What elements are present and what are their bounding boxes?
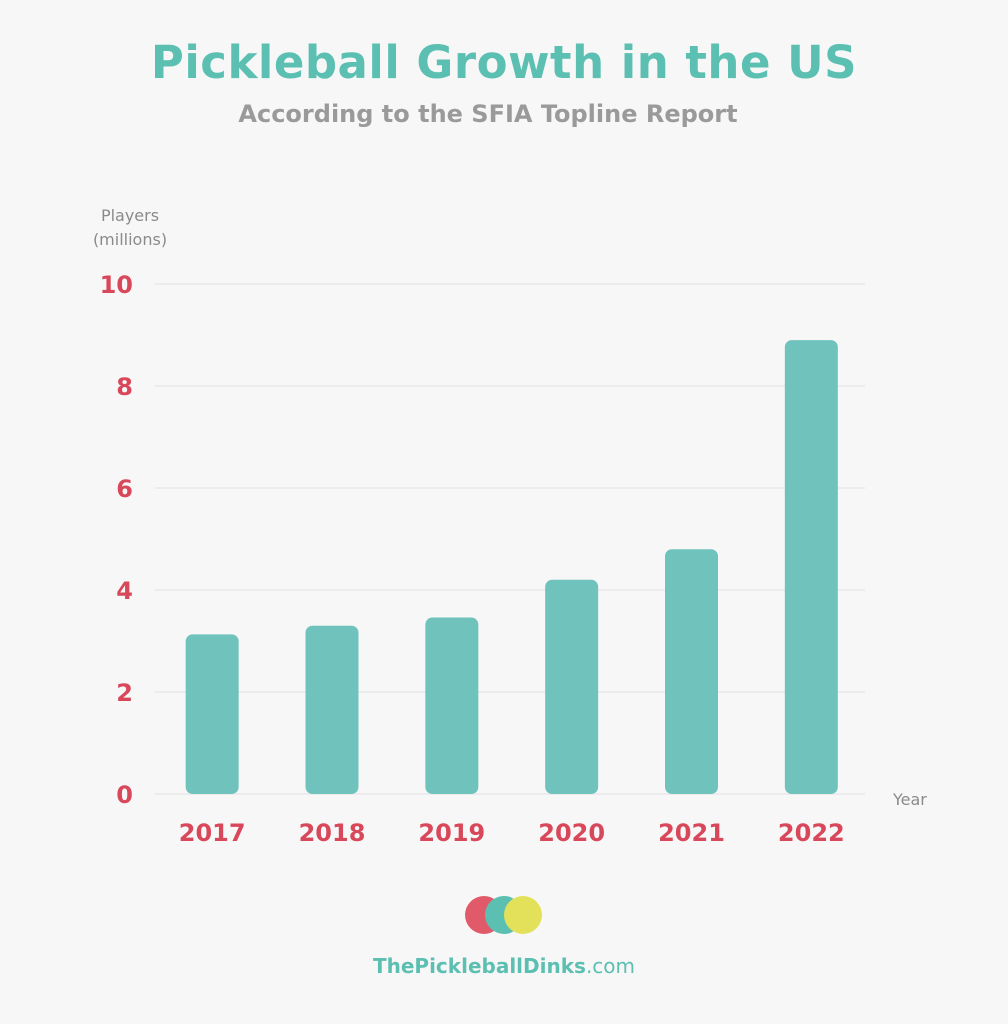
bar-2022 (784, 340, 838, 794)
y-tick-label: 10 (100, 271, 133, 299)
bar-2017 (185, 634, 239, 794)
site-name: ThePickleballDinks.com (0, 954, 1008, 978)
y-tick-label: 4 (116, 577, 133, 605)
y-tick-label: 8 (116, 373, 133, 401)
y-axis-label: Players (millions) (70, 204, 190, 252)
x-tick-label: 2021 (658, 819, 725, 847)
pickleball-logo (465, 896, 542, 934)
bar-chart: 0 2 4 6 8 10 2017 2018 2019 2020 2021 2022 (100, 271, 865, 847)
bar-2020 (545, 579, 599, 794)
chart-title: Pickleball Growth in the US (150, 36, 858, 89)
x-axis-label: Year (893, 790, 927, 809)
y-tick-label: 2 (116, 679, 133, 707)
y-tick-label: 0 (116, 781, 133, 809)
y-tick-label: 6 (116, 475, 133, 503)
x-tick-label: 2020 (538, 819, 605, 847)
bar-2021 (665, 549, 718, 794)
bar-2018 (305, 625, 359, 794)
x-tick-label: 2017 (179, 819, 246, 847)
site-name-bold: ThePickleballDinks (372, 954, 586, 978)
x-tick-label: 2022 (778, 819, 845, 847)
site-name-suffix: .com (585, 954, 636, 978)
logo-ball-yellow (504, 896, 542, 934)
x-tick-label: 2018 (299, 819, 366, 847)
x-tick-label: 2019 (418, 819, 485, 847)
y-axis-label-line2: (millions) (92, 230, 168, 249)
chart-subtitle: According to the SFIA Topline Report (238, 100, 738, 128)
y-axis-label-line1: Players (100, 206, 160, 225)
bar-2019 (425, 617, 479, 794)
